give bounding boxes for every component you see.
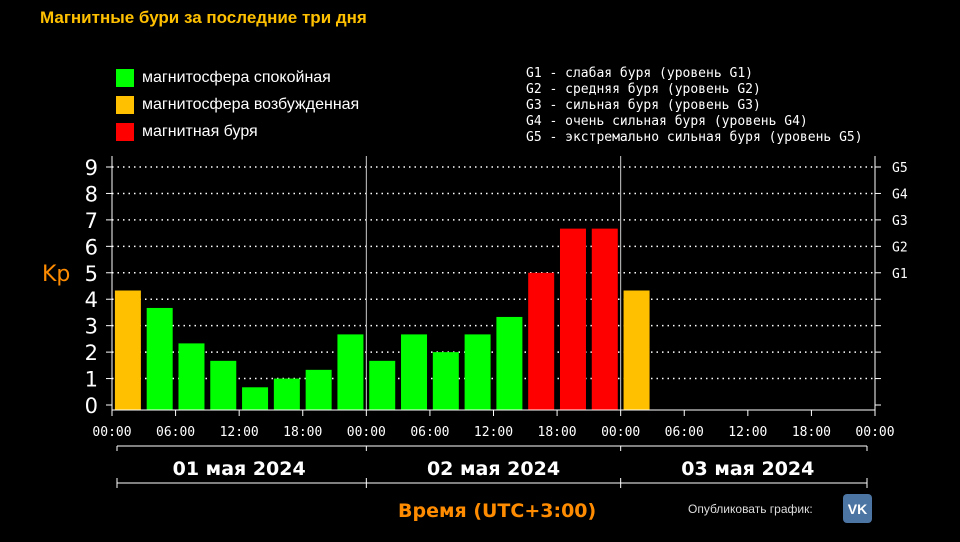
x-tick-label: 06:00 <box>410 425 449 440</box>
g-tick-label: G2 <box>892 240 908 255</box>
x-tick-label: 00:00 <box>92 425 131 440</box>
g-level-item: G4 - очень сильная буря (уровень G4) <box>526 114 808 129</box>
x-tick-label: 06:00 <box>665 425 704 440</box>
g-tick-label: G4 <box>892 187 908 202</box>
g-tick-label: G5 <box>892 161 908 176</box>
chart-title: Магнитные бури за последние три дня <box>40 8 367 27</box>
x-tick-label: 12:00 <box>220 425 259 440</box>
bar <box>337 334 364 410</box>
y-tick-label: 4 <box>85 288 98 312</box>
legend-item-excited: магнитосфера возбужденная <box>116 91 359 118</box>
bar <box>559 228 586 410</box>
x-tick-label: 12:00 <box>728 425 767 440</box>
publish-label: Опубликовать график: <box>688 502 813 516</box>
x-tick-label: 12:00 <box>474 425 513 440</box>
legend-label-storm: магнитная буря <box>142 122 258 140</box>
x-tick-label: 18:00 <box>792 425 831 440</box>
g-level-item: G2 - средняя буря (уровень G2) <box>526 82 761 97</box>
bar <box>146 307 173 410</box>
g-level-legend: G1 - слабая буря (уровень G1) G2 - средн… <box>526 66 863 146</box>
y-tick-label: 1 <box>85 368 98 392</box>
bar <box>591 228 618 410</box>
y-tick-label: 2 <box>85 341 98 365</box>
bar <box>114 290 141 410</box>
legend-swatch-storm <box>116 122 134 141</box>
y-tick-label: 8 <box>85 182 98 206</box>
y-tick-label: 7 <box>85 209 98 233</box>
bar <box>464 334 491 410</box>
x-tick-label: 00:00 <box>855 425 894 440</box>
g-level-item: G1 - слабая буря (уровень G1) <box>526 66 753 81</box>
day-label: 03 мая 2024 <box>681 458 814 480</box>
bar <box>528 272 555 410</box>
legend-label-excited: магнитосфера возбужденная <box>142 95 360 113</box>
legend-item-storm: магнитная буря <box>116 118 359 145</box>
g-level-item: G5 - экстремально сильная буря (уровень … <box>526 130 863 145</box>
g-level-item: G3 - сильная буря (уровень G3) <box>526 98 761 113</box>
bar <box>432 352 459 410</box>
bar <box>242 387 269 410</box>
y-tick-label: 9 <box>85 156 98 180</box>
y-tick-label: 3 <box>85 315 98 339</box>
legend-item-calm: магнитосфера спокойная <box>116 64 359 91</box>
bar <box>369 360 396 410</box>
vk-icon[interactable]: VK <box>843 494 872 523</box>
y-axis-label: Kp <box>42 262 71 287</box>
status-legend: магнитосфера спокойная магнитосфера возб… <box>116 64 359 145</box>
bar <box>496 316 523 410</box>
x-tick-label: 00:00 <box>347 425 386 440</box>
y-tick-label: 5 <box>85 262 98 286</box>
bar <box>273 378 300 410</box>
g-tick-label: G3 <box>892 214 908 229</box>
bar <box>210 360 237 410</box>
legend-swatch-calm <box>116 68 134 87</box>
bar <box>178 343 205 410</box>
bar <box>401 334 428 410</box>
day-label: 02 мая 2024 <box>427 458 560 480</box>
x-tick-label: 18:00 <box>538 425 577 440</box>
x-axis-label: Время (UTC+3:00) <box>398 500 597 522</box>
day-label: 01 мая 2024 <box>173 458 306 480</box>
bar <box>305 369 332 410</box>
y-tick-label: 0 <box>85 394 98 418</box>
legend-label-calm: магнитосфера спокойная <box>142 68 331 86</box>
x-tick-label: 00:00 <box>601 425 640 440</box>
g-tick-label: G1 <box>892 267 908 282</box>
x-tick-label: 18:00 <box>283 425 322 440</box>
x-tick-label: 06:00 <box>156 425 195 440</box>
bar <box>623 290 650 410</box>
legend-swatch-excited <box>116 95 134 114</box>
y-tick-label: 6 <box>85 235 98 259</box>
